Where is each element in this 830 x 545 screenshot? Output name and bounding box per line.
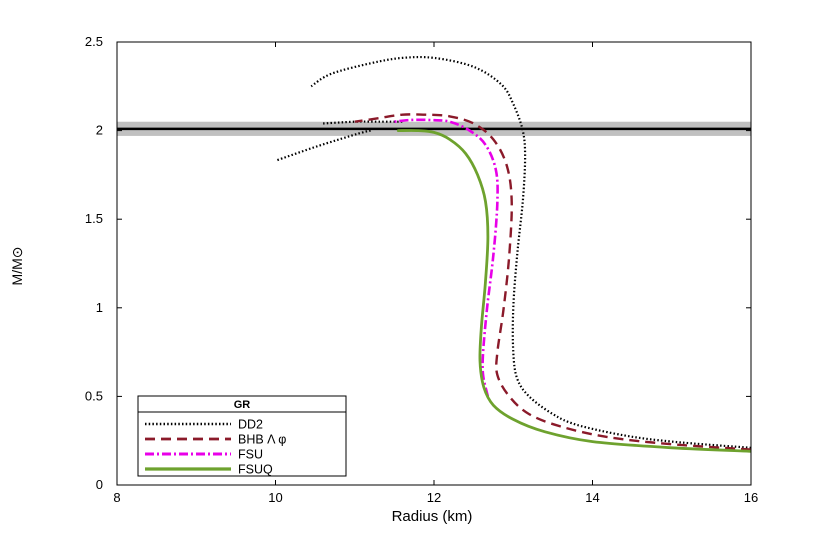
legend-label-4: FSU (238, 448, 263, 462)
legend-label-5: FSUQ (238, 463, 273, 477)
y-tick-label: 0.5 (85, 388, 103, 403)
series-layer (275, 55, 751, 453)
series-line-1 (275, 129, 371, 162)
legend-title: GR (234, 399, 251, 411)
y-tick-label: 2 (96, 123, 103, 138)
y-axis-label: M/M⊙ (9, 247, 25, 286)
x-tick-label: 8 (113, 490, 120, 505)
reference-band-layer (117, 121, 751, 136)
x-tick-label: 14 (585, 490, 599, 505)
legend-label-3: BHB Λ φ (238, 433, 286, 447)
x-tick-label: 10 (268, 490, 282, 505)
y-tick-label: 1.5 (85, 211, 103, 226)
series-line-3 (354, 113, 751, 451)
x-axis-label: Radius (km) (392, 508, 473, 525)
x-tick-label: 16 (744, 490, 758, 505)
legend-label-0: DD2 (238, 418, 263, 432)
y-tick-label: 2.5 (85, 34, 103, 49)
series-line-5 (396, 129, 751, 453)
series-line-0 (310, 55, 751, 449)
x-tick-label: 12 (427, 490, 441, 505)
axes-layer: 8 10 12 14 16 0 0.5 1 1.5 2 2.5 (85, 34, 758, 505)
series-line-4 (394, 118, 499, 397)
legend-box (137, 395, 347, 477)
y-tick-label: 1 (96, 300, 103, 315)
y-tick-label: 0 (96, 477, 103, 492)
